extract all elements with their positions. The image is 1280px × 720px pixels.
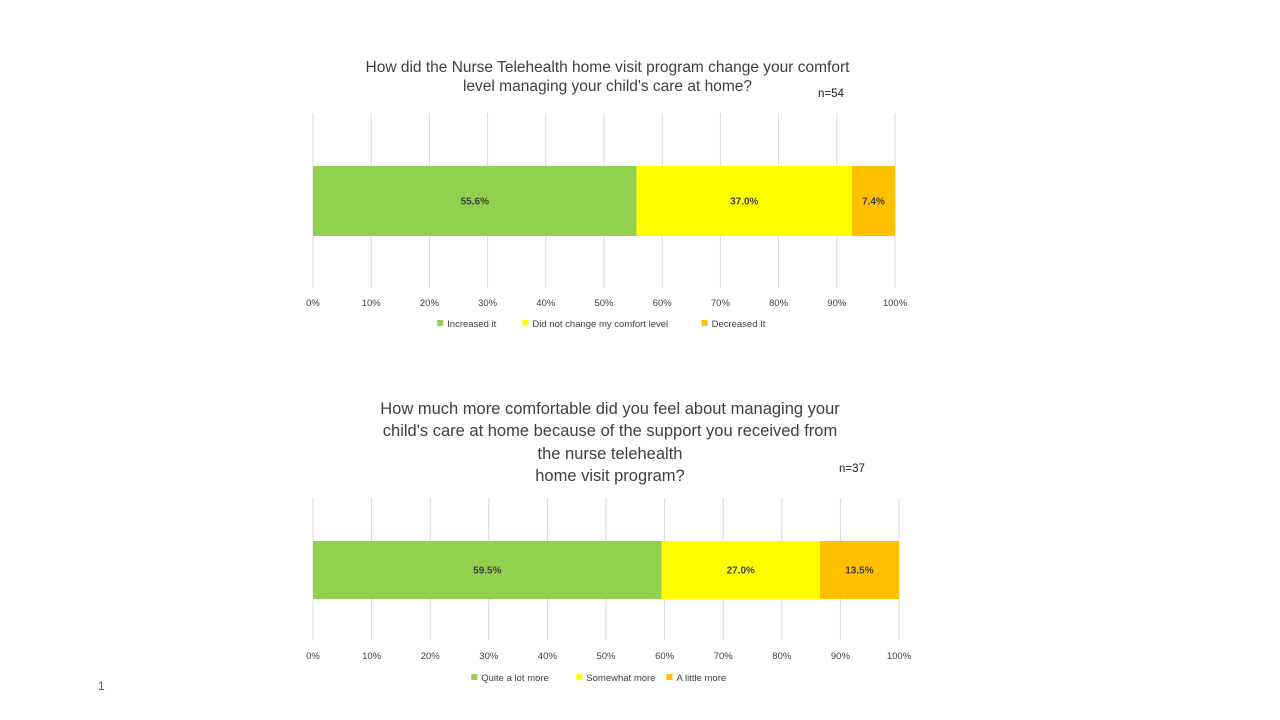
page-number: 1 [98, 679, 105, 693]
chart-1-bar-segment [313, 166, 637, 236]
chart-1-bar-segment [636, 166, 852, 236]
chart-1-x-tick-label: 40% [536, 298, 556, 309]
chart-2-bar-segment [313, 541, 662, 599]
chart-2-x-tick-label: 100% [887, 651, 912, 662]
chart-1-x-tick-label: 60% [653, 298, 673, 309]
chart-2-title-line: home visit program? [535, 466, 685, 485]
chart-1-legend-label: Did not change my comfort level [532, 319, 668, 330]
chart-2-legend-swatch [471, 674, 478, 680]
chart-1-legend-swatch [522, 320, 529, 326]
chart-1-sample-size: n=54 [818, 88, 844, 100]
chart-2-title-line: the nurse telehealth [537, 444, 683, 463]
chart-1-legend-label: Decreased It [712, 319, 766, 330]
chart-1-title: How did the Nurse Telehealth home visit … [300, 58, 915, 97]
chart-1-data-label: 7.4% [862, 197, 885, 208]
chart-2-title-line: How much more comfortable did you feel a… [380, 400, 840, 418]
chart-2-x-tick-label: 40% [538, 651, 558, 662]
chart-2-x-tick-label: 70% [714, 651, 734, 662]
chart-1-title-line: level managing your child's care at home… [462, 78, 752, 96]
chart-1-data-label: 37.0% [730, 197, 758, 208]
chart-1-x-tick-label: 0% [306, 298, 320, 309]
chart-1-x-tick-label: 50% [594, 298, 614, 309]
chart-2-x-tick-label: 60% [655, 651, 675, 662]
chart-1-legend-swatch [701, 320, 708, 326]
chart-1-x-tick-label: 10% [362, 298, 382, 309]
chart-2-x-tick-label: 10% [362, 651, 382, 662]
chart-2-bar-segment [661, 541, 820, 599]
chart-2-title-line: child's care at home because of the supp… [382, 422, 838, 441]
chart-1-data-label: 55.6% [461, 197, 489, 208]
chart-2-x-tick-label: 0% [306, 651, 320, 662]
chart-2-x-tick-label: 80% [772, 651, 792, 662]
chart-1-legend-swatch [437, 320, 444, 326]
chart-2-data-label: 59.5% [473, 566, 501, 577]
chart-2-x-tick-label: 90% [831, 651, 851, 662]
chart-2-x-tick-label: 30% [479, 651, 499, 662]
chart-2-x-tick-label: 50% [596, 651, 616, 662]
chart-2-data-label: 13.5% [845, 566, 873, 577]
chart-2-legend-label: Quite a lot more [481, 673, 549, 684]
chart-2-legend-label: Somewhat more [586, 673, 655, 684]
chart-1-x-tick-label: 20% [420, 298, 440, 309]
chart-2-data-label: 27.0% [727, 566, 755, 577]
chart-2-title: How much more comfortable did you feel a… [300, 398, 920, 487]
chart-1-bar-segment [851, 166, 895, 236]
chart-1-x-tick-label: 80% [769, 298, 789, 309]
chart-1-title-line: How did the Nurse Telehealth home visit … [365, 59, 850, 76]
chart-2-legend-swatch [576, 674, 583, 680]
chart-1-legend-label: Increased it [447, 319, 496, 330]
chart-2-x-tick-label: 20% [421, 651, 441, 662]
chart-2-legend-label: A little more [677, 673, 727, 684]
chart-1-x-tick-label: 30% [478, 298, 498, 309]
chart-2-legend-swatch [666, 674, 673, 680]
chart-2-bar-segment [819, 541, 899, 599]
chart-2-sample-size: n=37 [839, 463, 865, 475]
chart-1-x-tick-label: 100% [883, 298, 908, 309]
chart-1-x-tick-label: 70% [711, 298, 731, 309]
chart-1-x-tick-label: 90% [827, 298, 847, 309]
